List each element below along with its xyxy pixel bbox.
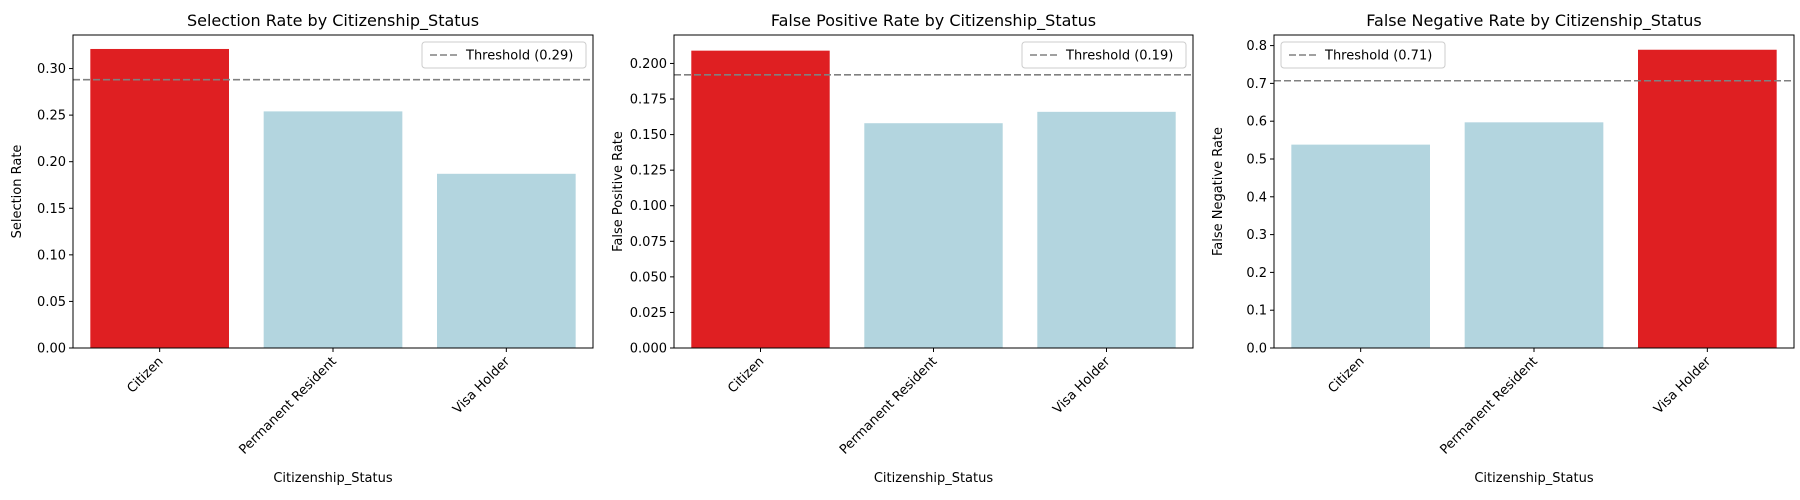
- x-tick-label: Visa Holder: [450, 354, 513, 417]
- y-tick-label: 0.3: [1246, 228, 1267, 243]
- legend: Threshold (0.29): [421, 41, 587, 69]
- y-tick-label: 0.20: [37, 155, 66, 170]
- legend-box: [421, 41, 587, 69]
- bar-visa-holder: [1638, 49, 1777, 349]
- bar-visa-holder: [437, 173, 576, 348]
- y-tick-label: 0.1: [1246, 304, 1267, 319]
- axes-frame: [673, 34, 1194, 349]
- chart-panel-1: Citizen Permanent Resident Visa Holder 0.00…: [10, 11, 594, 486]
- y-tick-label: 0.125: [630, 164, 667, 179]
- y-tick-label: 0.2: [1246, 266, 1267, 281]
- y-tick-label: 0.4: [1246, 190, 1267, 205]
- bar-permanent-resident: [263, 111, 403, 348]
- y-tick-label: 0.050: [630, 270, 667, 285]
- y-tick-label: 0.30: [37, 62, 66, 77]
- y-tick-label: 0.5: [1246, 152, 1267, 167]
- y-tick-label: 0.025: [630, 306, 667, 321]
- y-tick-label: 0.25: [37, 109, 66, 124]
- y-tick-label: 0.15: [37, 202, 66, 217]
- y-tick-label: 0.8: [1246, 39, 1267, 54]
- y-tick-label: 0.7: [1246, 77, 1267, 92]
- chart-panel-3: Citizen Permanent Resident Visa Holder 0.0 0…: [1211, 11, 1795, 486]
- y-axis-label: False Positive Rate: [611, 131, 626, 252]
- x-tick-label: Visa Holder: [1050, 354, 1113, 417]
- y-tick-label: 0.200: [630, 57, 667, 72]
- y-tick-label: 0.075: [630, 235, 667, 250]
- y-tick-label: 0.10: [37, 248, 66, 263]
- bar-permanent-resident: [864, 123, 1003, 349]
- x-tick-label: Permanent Resident: [1437, 354, 1540, 457]
- chart-title: Selection Rate by Citizenship_Status: [187, 11, 479, 31]
- bar-citizen: [1291, 144, 1430, 348]
- y-tick-label: 0.00: [37, 342, 66, 357]
- chart-title: False Positive Rate by Citizenship_Statu…: [771, 11, 1096, 31]
- legend: Threshold (0.71): [1280, 41, 1446, 69]
- legend-label: Threshold (0.19): [1065, 49, 1173, 64]
- bar-citizen: [691, 50, 830, 349]
- x-tick-label: Citizen: [1325, 354, 1367, 396]
- chart-title: False Negative Rate by Citizenship_Statu…: [1366, 11, 1701, 31]
- y-tick-label: 0.6: [1246, 115, 1267, 130]
- legend-label: Threshold (0.71): [1324, 49, 1432, 64]
- axes-frame: [72, 34, 594, 349]
- legend: Threshold (0.19): [1021, 41, 1187, 69]
- x-tick-label: Citizen: [124, 354, 166, 396]
- x-axis-label: Citizenship_Status: [273, 471, 392, 486]
- legend-box: [1280, 41, 1446, 69]
- y-tick-label: 0.100: [630, 199, 667, 214]
- y-tick-label: 0.175: [630, 93, 667, 108]
- x-axis-label: Citizenship_Status: [1474, 471, 1593, 486]
- x-tick-label: Permanent Resident: [236, 354, 339, 457]
- legend-box: [1021, 41, 1187, 69]
- legend-label: Threshold (0.29): [465, 49, 573, 64]
- y-tick-label: 0.0: [1246, 342, 1267, 357]
- x-tick-label: Permanent Resident: [837, 354, 940, 457]
- x-tick-label: Visa Holder: [1651, 354, 1714, 417]
- y-tick-label: 0.05: [37, 295, 66, 310]
- chart-panel-2: Citizen Permanent Resident Visa Holder 0.00…: [611, 11, 1194, 486]
- axes-frame: [1273, 34, 1795, 349]
- y-axis-label: False Negative Rate: [1211, 127, 1226, 256]
- y-axis-label: Selection Rate: [10, 145, 25, 239]
- x-tick-label: Citizen: [725, 354, 767, 396]
- bar-visa-holder: [1037, 111, 1176, 348]
- x-axis-label: Citizenship_Status: [874, 471, 993, 486]
- y-tick-label: 0.000: [630, 342, 667, 357]
- y-tick-label: 0.150: [630, 128, 667, 143]
- bar-citizen: [90, 48, 229, 348]
- bar-permanent-resident: [1464, 122, 1604, 348]
